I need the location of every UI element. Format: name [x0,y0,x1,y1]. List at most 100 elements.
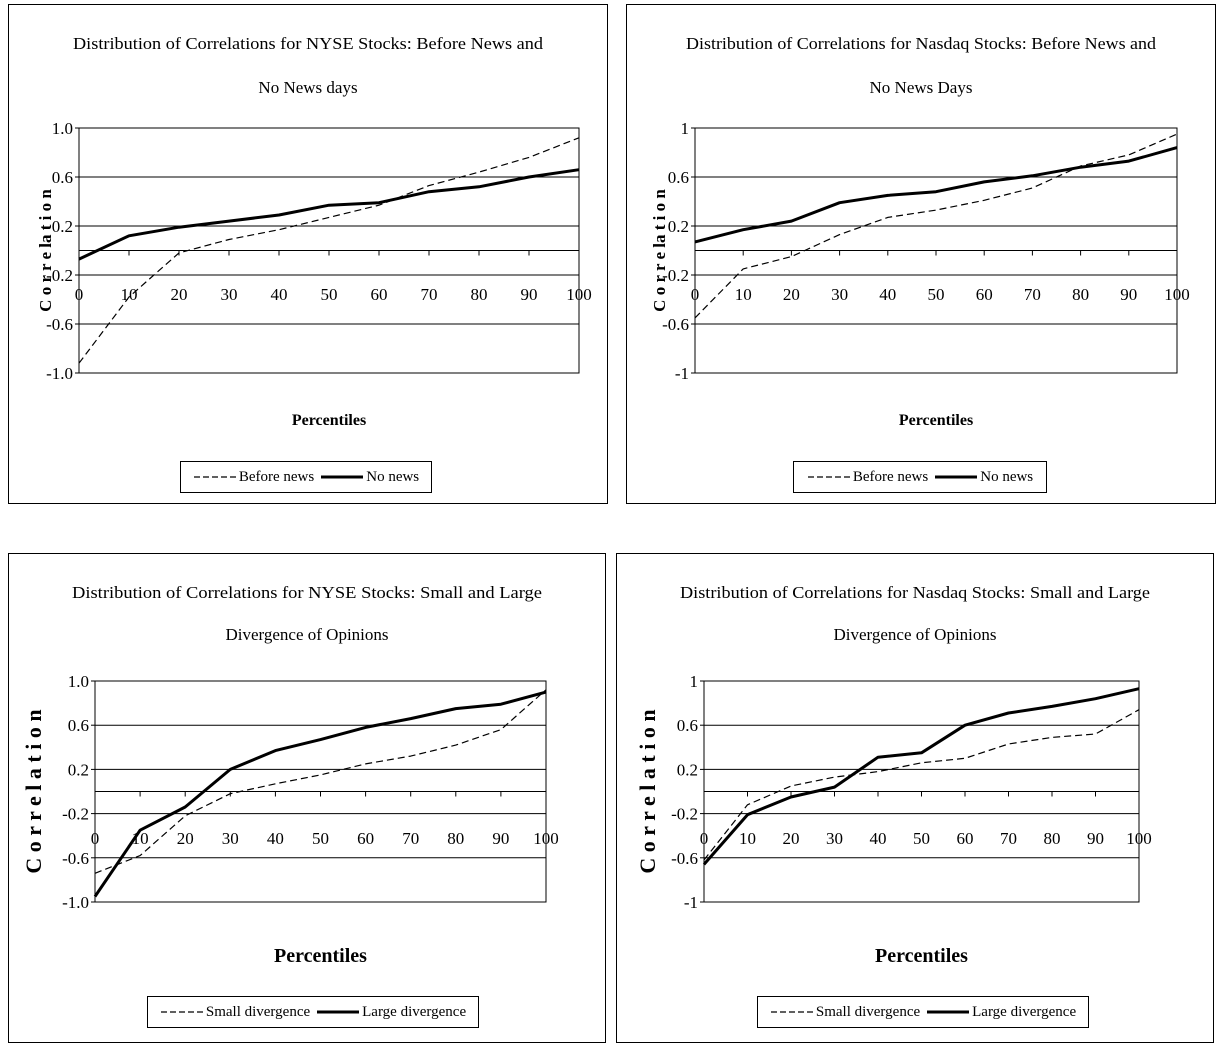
y-tick-label: -1.0 [46,364,73,383]
chart-title-line: Distribution of Correlations for Nasdaq … [680,583,1150,602]
x-tick-label: 70 [1024,285,1041,304]
x-tick-label: 70 [402,829,419,848]
x-tick-label: 60 [976,285,993,304]
y-tick-label: -0.2 [671,805,698,824]
x-tick-label: 90 [1120,285,1137,304]
y-tick-label: 0.6 [68,716,89,735]
chart-title-line: Distribution of Correlations for NYSE St… [73,34,544,53]
x-tick-label: 20 [783,829,800,848]
series-line-small-divergence [94,689,547,874]
legend: Small divergence Large divergence [757,996,1089,1028]
chart-title-line: Distribution of Correlations for NYSE St… [72,583,542,602]
legend: Before news No news [180,461,432,493]
y-tick-label: -0.2 [46,266,73,285]
x-tick-label: 100 [1126,829,1152,848]
legend-item: No news [934,469,1033,486]
x-tick-label: 90 [492,829,509,848]
legend-label: Small divergence [205,1003,311,1020]
x-tick-label: 20 [177,829,194,848]
x-tick-label: 20 [171,285,188,304]
legend-swatch [927,1010,970,1014]
series-line-no-news [78,168,580,261]
series-line-small-divergence [703,709,1140,861]
x-tick-label: 30 [222,829,239,848]
chart-title-line: No News Days [870,78,973,97]
legend-label: Small divergence [815,1003,921,1020]
x-tick-label: 100 [1164,285,1190,304]
x-tick-label: 90 [1087,829,1104,848]
legend-swatch [935,475,978,479]
x-tick-label: 20 [783,285,800,304]
chart-panel-nyse-news: Distribution of Correlations for NYSE St… [8,4,608,504]
legend-item: Before news [193,469,314,486]
chart-svg: Distribution of Correlations for Nasdaq … [635,583,1152,967]
x-tick-label: 60 [371,285,388,304]
legend: Small divergence Large divergence [147,996,479,1028]
legend: Before news No news [793,461,1047,493]
x-tick-label: 30 [221,285,238,304]
y-tick-label: 1.0 [68,672,89,691]
legend-label: Before news [238,468,315,485]
series-line-before-news [694,133,1178,319]
y-tick-label: -0.2 [662,266,689,285]
y-tick-label: -0.2 [62,805,89,824]
legend-label: No news [366,468,420,485]
legend-item: Small divergence [160,1004,310,1021]
legend-item: No news [320,469,419,486]
series-line-no-news [694,146,1178,244]
chart-title-line: Divergence of Opinions [833,625,996,644]
x-tick-label: 50 [312,829,329,848]
x-tick-label: 0 [75,285,84,304]
y-tick-label: -1 [675,364,689,383]
series-line-before-news [78,137,580,364]
x-tick-label: 0 [91,829,100,848]
y-tick-label: -0.6 [671,849,698,868]
x-tick-label: 100 [566,285,592,304]
chart-svg: Distribution of Correlations for Nasdaq … [650,34,1190,429]
y-tick-label: -1 [684,893,698,912]
x-tick-label: 80 [1072,285,1089,304]
x-tick-label: 0 [691,285,700,304]
y-tick-label: 0.2 [68,760,89,779]
x-tick-label: 50 [928,285,945,304]
y-axis-label: C o r r e l a t i o n [635,709,660,873]
x-tick-label: 40 [271,285,288,304]
y-tick-label: 0.2 [668,217,689,236]
x-tick-label: 40 [879,285,896,304]
y-axis-label: C o r r e la t i o n [36,189,55,312]
x-tick-label: 80 [1044,829,1061,848]
chart-panel-nyse-divergence: Distribution of Correlations for NYSE St… [8,553,606,1043]
x-tick-label: 60 [357,829,374,848]
y-tick-label: 0.2 [677,760,698,779]
x-axis-label: Percentiles [292,412,366,429]
legend-label: No news [980,468,1034,485]
legend-item: Large divergence [926,1004,1076,1021]
x-axis-label: Percentiles [875,945,968,967]
y-tick-label: 0.6 [677,716,698,735]
y-tick-label: -1.0 [62,893,89,912]
legend-label: Large divergence [972,1003,1077,1020]
x-tick-label: 80 [471,285,488,304]
x-axis-label: Percentiles [899,412,973,429]
x-tick-label: 100 [533,829,559,848]
legend-label: Large divergence [362,1003,467,1020]
x-axis-label: Percentiles [274,945,367,967]
x-tick-label: 50 [321,285,338,304]
series-line-large-divergence [93,690,547,898]
chart-title-line: Distribution of Correlations for Nasdaq … [686,34,1157,53]
legend-item: Large divergence [316,1004,466,1021]
x-tick-label: 80 [447,829,464,848]
legend-swatch [770,1011,813,1013]
y-tick-label: 0.2 [52,217,73,236]
legend-swatch [160,1011,203,1013]
legend-item: Before news [807,469,928,486]
chart-svg: Distribution of Correlations for NYSE St… [36,34,592,429]
x-tick-label: 70 [421,285,438,304]
legend-item: Small divergence [770,1004,920,1021]
series-line-large-divergence [702,687,1140,866]
legend-swatch [317,1010,360,1014]
x-tick-label: 30 [826,829,843,848]
x-tick-label: 50 [913,829,930,848]
x-tick-label: 10 [121,285,138,304]
legend-swatch [193,476,236,478]
